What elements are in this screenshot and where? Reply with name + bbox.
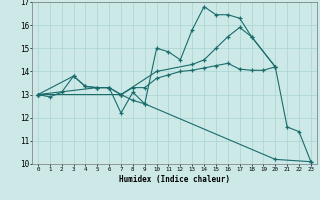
X-axis label: Humidex (Indice chaleur): Humidex (Indice chaleur) [119, 175, 230, 184]
